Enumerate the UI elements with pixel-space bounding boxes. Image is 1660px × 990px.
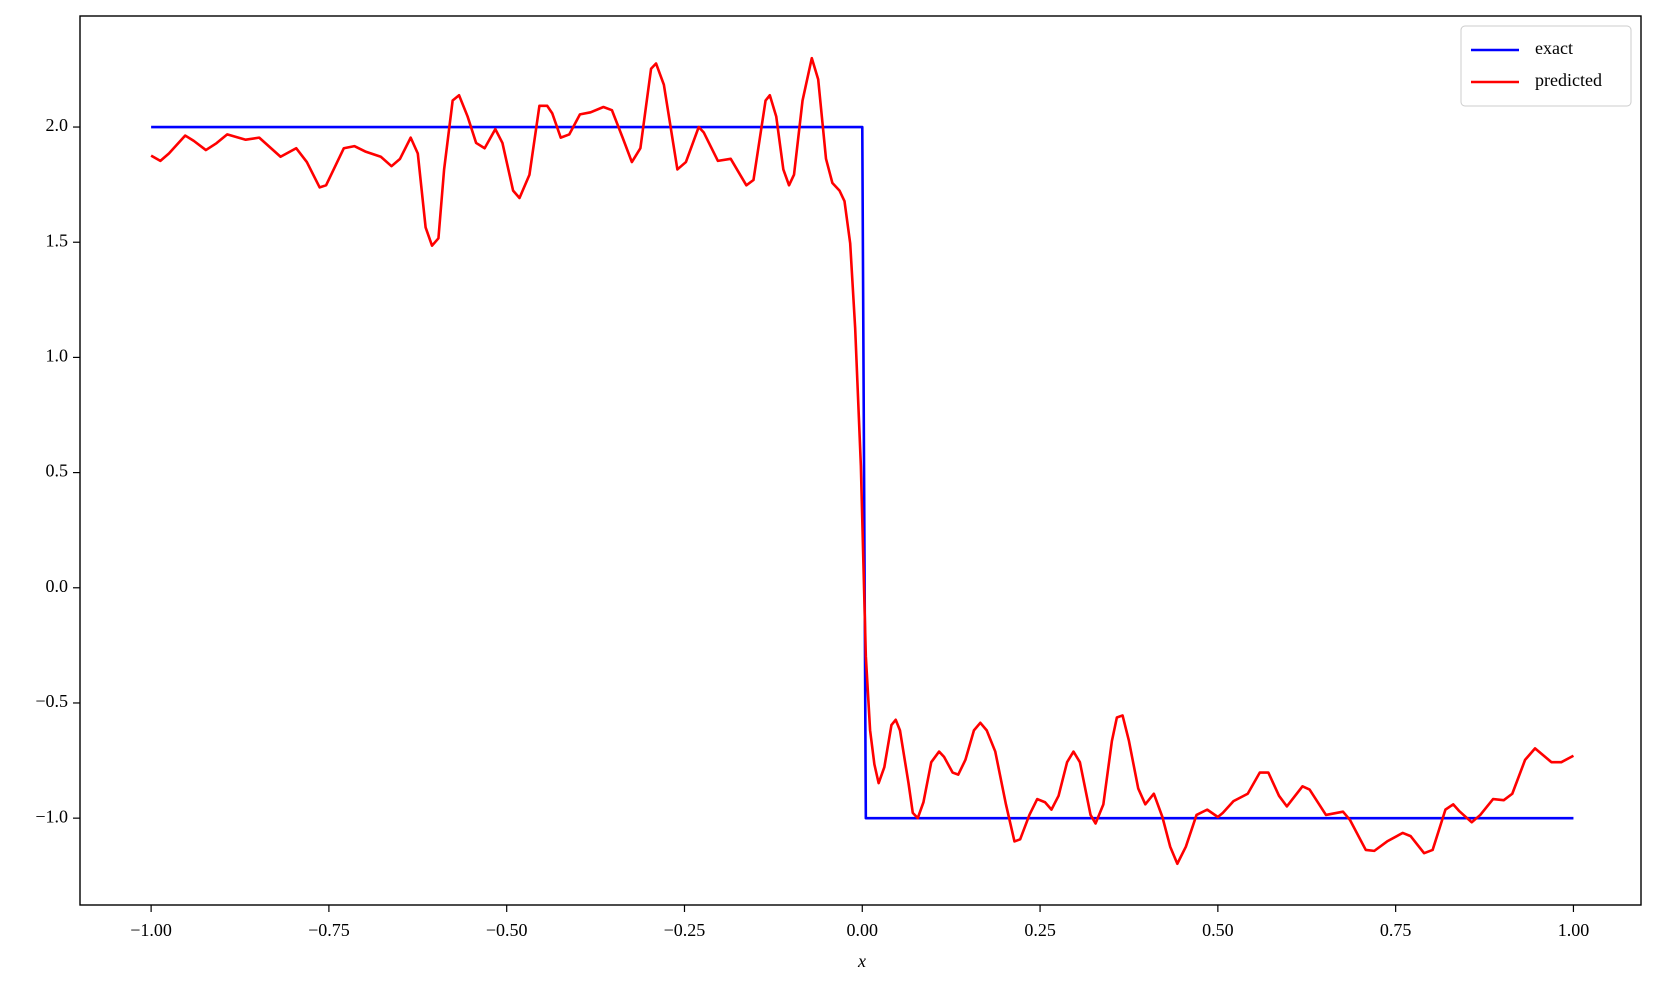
- legend-label: exact: [1535, 38, 1573, 58]
- y-tick-label: −1.0: [35, 806, 68, 826]
- x-tick-label: −0.25: [664, 920, 706, 940]
- y-tick-label: 2.0: [46, 115, 69, 135]
- legend-label: predicted: [1535, 70, 1602, 90]
- x-tick-label: 0.50: [1202, 920, 1234, 940]
- y-tick-label: 1.0: [46, 346, 69, 366]
- x-tick-label: −1.00: [130, 920, 172, 940]
- x-tick-label: −0.50: [486, 920, 528, 940]
- y-tick-label: 1.5: [46, 230, 69, 250]
- line-series: [150, 56, 1575, 866]
- x-tick-label: 1.00: [1558, 920, 1590, 940]
- x-tick-label: 0.00: [847, 920, 879, 940]
- axes-frame: [79, 15, 1642, 906]
- y-tick-label: 0.5: [46, 461, 69, 481]
- y-tick-label: −0.5: [35, 691, 68, 711]
- line-series: [151, 125, 1574, 820]
- x-tick-label: −0.75: [308, 920, 350, 940]
- y-tick-label: 0.0: [46, 576, 69, 596]
- legend-box: [1460, 25, 1632, 107]
- x-axis-label: x: [857, 951, 866, 971]
- x-tick-label: 0.25: [1024, 920, 1056, 940]
- x-tick-label: 0.75: [1380, 920, 1412, 940]
